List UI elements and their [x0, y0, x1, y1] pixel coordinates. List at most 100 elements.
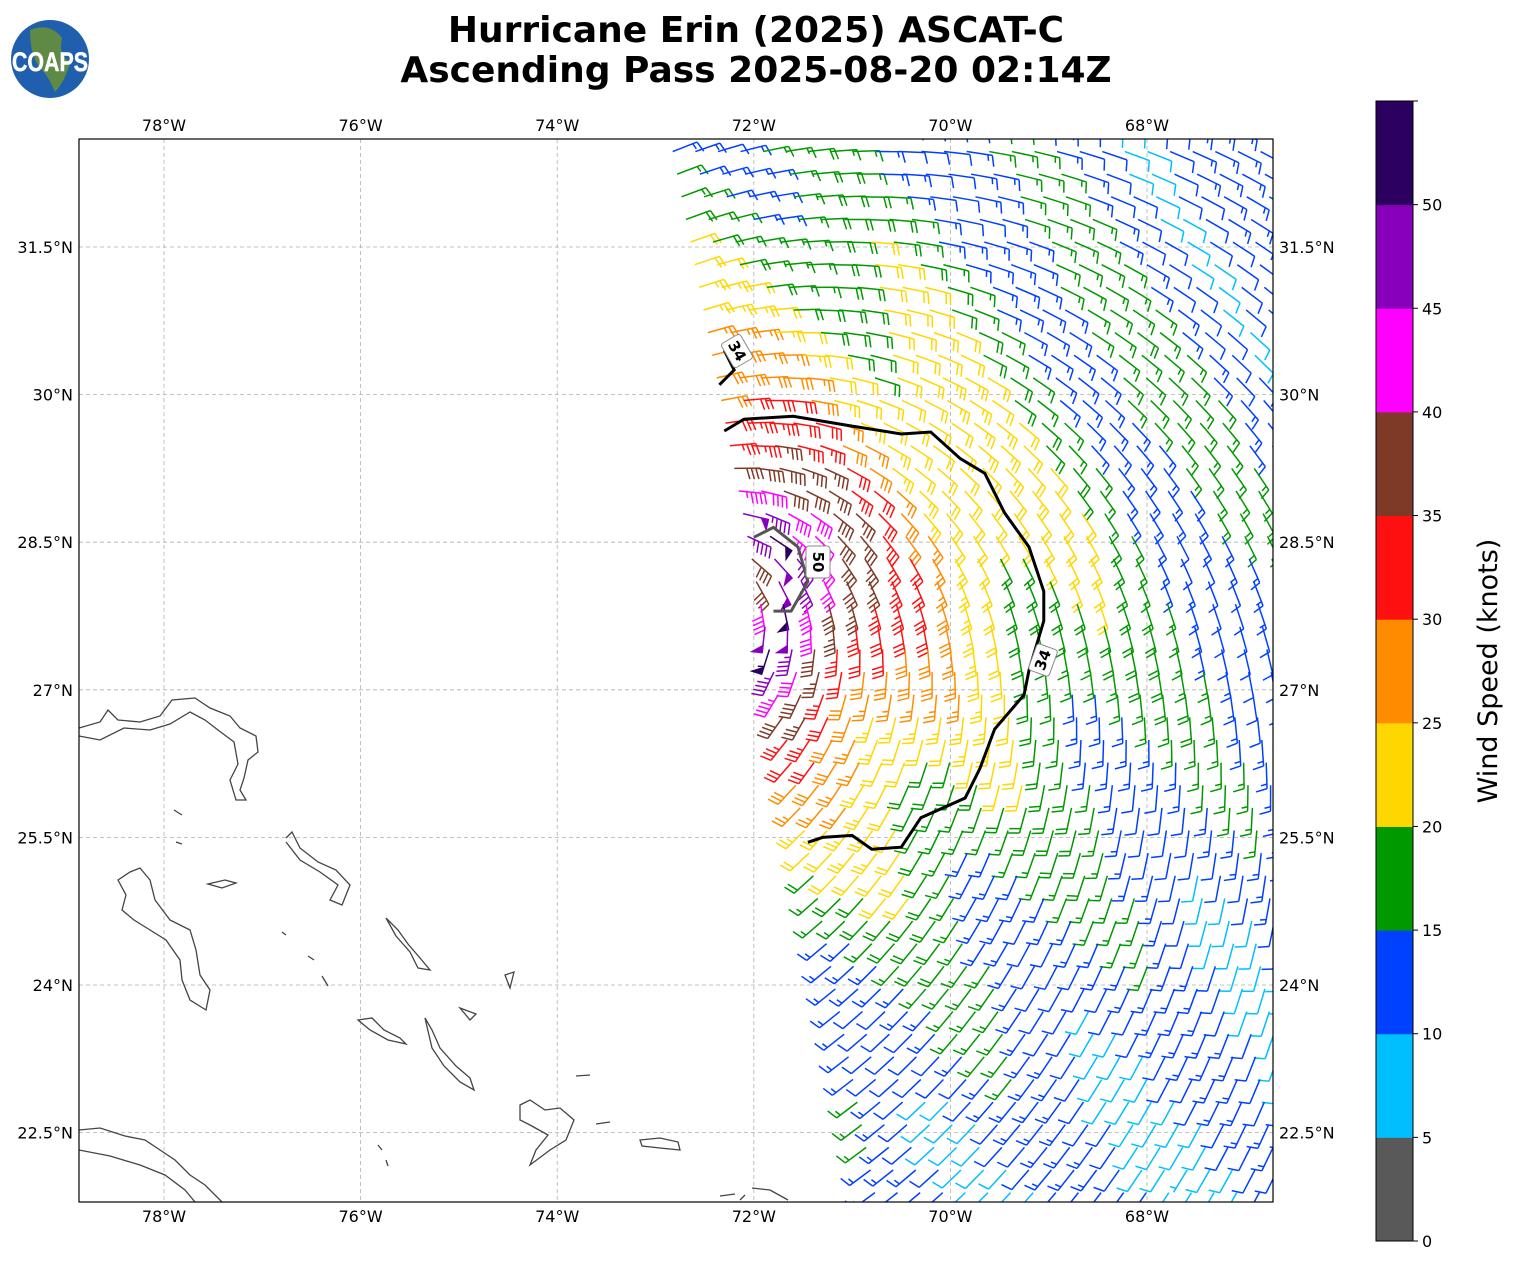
- wind-barb: [781, 124, 811, 134]
- wind-barb: [1227, 1147, 1252, 1172]
- wind-barb: [703, 188, 736, 199]
- wind-barb: [844, 218, 874, 231]
- wind-barb: [1118, 354, 1141, 382]
- wind-barb: [1104, 830, 1122, 858]
- wind-barb: [1357, 966, 1373, 992]
- wind-barb: [1296, 1012, 1315, 1037]
- wind-barb: [1347, 604, 1356, 635]
- wind-barb: [1139, 1169, 1166, 1193]
- wind-barb: [961, 807, 982, 834]
- wind-barb: [780, 354, 810, 367]
- wind-barb: [929, 309, 956, 329]
- wind-barb: [983, 603, 996, 636]
- wind-barb: [941, 490, 961, 520]
- colorbar-tick-label: 50: [1422, 196, 1442, 215]
- wind-barb: [1427, 1102, 1446, 1127]
- wind-barb: [1158, 1146, 1184, 1171]
- wind-barb: [846, 467, 871, 493]
- wind-barb: [903, 173, 933, 188]
- wind-barb: [833, 513, 855, 541]
- wind-barb: [1039, 694, 1052, 725]
- wind-barb: [870, 965, 900, 987]
- wind-barb: [1163, 762, 1177, 793]
- wind-barb: [1080, 649, 1092, 681]
- wind-barb: [827, 126, 857, 137]
- lon-tick-label-bottom: 68°W: [1125, 1207, 1169, 1226]
- wind-barb: [776, 671, 798, 698]
- wind-barb: [995, 875, 1018, 901]
- wind-barb: [992, 1124, 1021, 1146]
- wind-barb: [885, 920, 914, 943]
- wind-barb: [1201, 1215, 1218, 1237]
- wind-barb: [1231, 1169, 1256, 1194]
- wind-barb: [808, 147, 840, 160]
- wind-barb: [1031, 807, 1050, 835]
- wind-barb: [870, 354, 897, 374]
- wind-barb: [1196, 286, 1219, 314]
- wind-barb: [850, 852, 878, 875]
- wind-barb: [901, 717, 920, 745]
- wind-barb: [1358, 1193, 1373, 1217]
- wind-barb: [966, 139, 969, 143]
- wind-barb: [1023, 445, 1044, 475]
- wind-barb: [1310, 1057, 1323, 1082]
- wind-barb: [1172, 399, 1193, 430]
- wind-barb: [1204, 445, 1222, 476]
- wind-barb: [1345, 1125, 1359, 1149]
- wind-barb: [906, 309, 934, 328]
- wind-barb: [931, 1192, 944, 1202]
- contour-label: 50: [809, 552, 827, 573]
- wind-barb: [1078, 264, 1104, 288]
- wind-barb: [1180, 717, 1193, 748]
- wind-barb: [752, 445, 782, 458]
- wind-barb: [1009, 490, 1028, 521]
- wind-barb: [1233, 603, 1245, 636]
- wind-barb: [1226, 717, 1239, 748]
- wind-barb: [997, 196, 1025, 215]
- wind-barb: [1176, 694, 1190, 726]
- wind-barb: [1055, 377, 1078, 405]
- wind-barb: [1165, 603, 1177, 636]
- wind-barb: [1050, 467, 1069, 498]
- wind-barb: [971, 1011, 999, 1034]
- wind-barb: [1207, 1192, 1215, 1202]
- wind-barb: [839, 784, 865, 809]
- wind-barb: [985, 626, 998, 659]
- wind-barb: [842, 445, 868, 468]
- wind-barb: [1062, 694, 1075, 726]
- wind-barb: [1115, 898, 1136, 925]
- wind-barb: [869, 626, 883, 658]
- wind-barb: [1045, 1033, 1071, 1058]
- wind-barb: [1142, 1056, 1166, 1081]
- wind-barb: [1046, 331, 1071, 357]
- wind-barb: [879, 286, 908, 303]
- wind-barb: [841, 1056, 872, 1075]
- wind-barb: [909, 1169, 939, 1189]
- wind-barb: [1256, 603, 1268, 636]
- wind-barb: [1045, 739, 1060, 769]
- wind-barb: [1056, 264, 1081, 287]
- wind-barb: [717, 143, 750, 155]
- wind-barb: [1300, 468, 1314, 498]
- wind-barb: [1115, 1192, 1125, 1202]
- colorbar-frame: [1375, 100, 1414, 1242]
- wind-barb: [862, 196, 892, 209]
- wind-barb: [1264, 173, 1273, 180]
- wind-barb: [978, 331, 1004, 355]
- wind-barb: [905, 535, 922, 567]
- wind-barb: [1220, 671, 1232, 704]
- wind-barb: [1169, 150, 1195, 174]
- lon-tick-label-top: 78°W: [142, 116, 186, 135]
- wind-barb: [1033, 1215, 1060, 1235]
- wind-barb: [1350, 1147, 1364, 1171]
- wind-barb: [1230, 1192, 1238, 1202]
- wind-barb: [972, 717, 987, 747]
- wind-barb: [1078, 807, 1095, 836]
- wind-barb: [1006, 943, 1031, 968]
- wind-barb: [1024, 218, 1051, 239]
- colorbar-tick-label: 45: [1422, 299, 1442, 318]
- wind-barb: [1294, 559, 1304, 590]
- wind-barb: [1197, 830, 1213, 859]
- wind-barb: [1085, 1124, 1112, 1148]
- wind-barb: [998, 739, 1014, 769]
